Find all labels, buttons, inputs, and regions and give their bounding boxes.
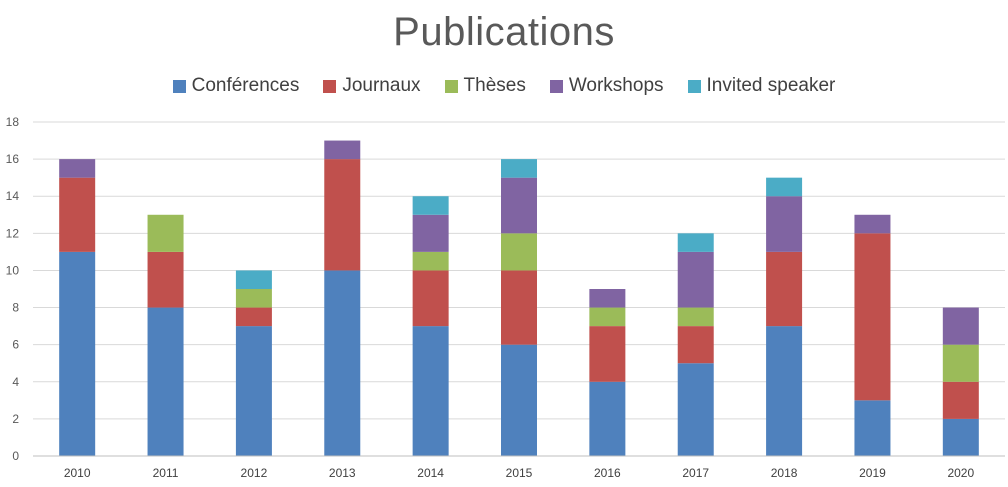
x-tick-label: 2013 — [329, 466, 356, 480]
bar-segment — [942, 381, 979, 419]
bar-segment — [677, 307, 714, 327]
bar-segment — [235, 289, 272, 308]
bar-segment — [147, 214, 184, 252]
bar-segment — [942, 307, 979, 345]
bar-segment — [324, 159, 361, 271]
bar-segment — [501, 344, 537, 456]
y-tick-label: 8 — [12, 301, 19, 315]
legend-item: Thèses — [444, 75, 526, 97]
bar-segment — [147, 307, 184, 456]
bar-segment — [501, 177, 537, 234]
bar-segment — [412, 251, 449, 271]
x-tick-label: 2018 — [771, 466, 798, 480]
bar-segment — [677, 363, 714, 456]
x-tick-label: 2019 — [859, 466, 886, 480]
x-tick-label: 2012 — [241, 466, 268, 480]
bar-segment — [766, 196, 803, 252]
legend-label: Invited speaker — [706, 75, 836, 96]
y-tick-label: 16 — [6, 152, 20, 166]
bar-segment — [589, 289, 626, 308]
bar-segment — [589, 307, 626, 327]
bar-segment — [677, 326, 714, 364]
bar-segment — [147, 251, 184, 308]
bar-segment — [501, 159, 537, 178]
legend-swatch — [687, 79, 701, 93]
x-tick-label: 2010 — [64, 466, 91, 480]
bar-segment — [677, 251, 714, 308]
bar-segment — [59, 251, 96, 456]
y-tick-label: 4 — [12, 375, 19, 389]
bar-segment — [589, 326, 626, 382]
y-tick-label: 6 — [12, 338, 19, 352]
bar-segment — [766, 326, 803, 456]
legend-label: Conférences — [191, 75, 300, 96]
bar-segment — [501, 233, 537, 271]
bar-segment — [942, 344, 979, 382]
bar-segment — [324, 270, 361, 456]
legend-item: Conférences — [172, 75, 300, 97]
bar-segment — [766, 251, 803, 327]
legend-label: Journaux — [342, 75, 421, 96]
y-tick-label: 18 — [6, 115, 20, 129]
bar-segment — [766, 177, 803, 197]
legend-swatch — [172, 79, 186, 93]
y-tick-label: 12 — [6, 226, 20, 240]
legend-swatch — [323, 79, 337, 93]
bar-segment — [412, 214, 449, 252]
bar-segment — [59, 159, 96, 178]
bar-segment — [501, 270, 537, 345]
bar-segment — [235, 307, 272, 327]
bar-segment — [942, 418, 979, 456]
legend-swatch — [444, 79, 458, 93]
bar-segment — [589, 381, 626, 456]
x-tick-label: 2017 — [682, 466, 709, 480]
legend-label: Thèses — [463, 75, 526, 96]
bar-segment — [412, 270, 449, 327]
x-tick-label: 2016 — [594, 466, 621, 480]
bar-segment — [235, 326, 272, 456]
x-tick-label: 2014 — [417, 466, 444, 480]
bar-segment — [412, 326, 449, 456]
x-tick-label: 2011 — [153, 466, 179, 480]
y-tick-label: 0 — [12, 449, 19, 463]
legend-swatch — [549, 79, 563, 93]
bar-segment — [324, 140, 361, 160]
bar-segment — [235, 270, 272, 289]
chart-title: Publications — [393, 10, 615, 54]
y-tick-label: 14 — [6, 189, 20, 203]
bar-segment — [412, 196, 449, 215]
x-tick-label: 2020 — [947, 466, 974, 480]
legend-label: Workshops — [568, 75, 664, 96]
legend-item: Workshops — [549, 75, 664, 97]
bar-segment — [59, 177, 96, 252]
bar-segment — [677, 233, 714, 252]
legend: Conférences Journaux Thèses Workshops Invite… — [0, 75, 1008, 97]
legend-item: Journaux — [323, 75, 421, 97]
bar-segment — [854, 214, 891, 234]
x-tick-label: 2015 — [506, 466, 533, 480]
bar-segment — [854, 233, 891, 401]
y-tick-label: 10 — [6, 263, 20, 277]
bar-segment — [854, 400, 891, 456]
legend-item: Invited speaker — [687, 75, 836, 97]
y-tick-label: 2 — [12, 412, 19, 426]
